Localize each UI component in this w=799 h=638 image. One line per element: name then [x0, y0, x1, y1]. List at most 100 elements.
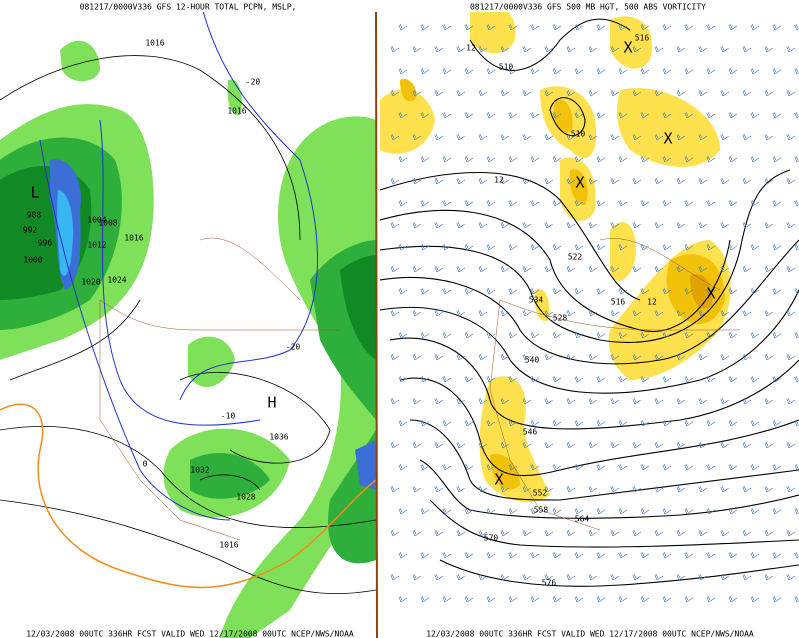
wind-barb — [574, 111, 584, 119]
wind-barb — [654, 89, 664, 97]
wind-barb — [566, 177, 576, 185]
wind-barb — [442, 287, 452, 295]
wind-barb — [786, 133, 796, 141]
contour-label: 1016 — [124, 234, 143, 243]
wind-barb — [764, 353, 774, 361]
wind-barb — [750, 67, 760, 75]
wind-barb — [522, 485, 532, 493]
wind-barb — [706, 595, 716, 603]
wind-barb — [398, 67, 408, 75]
wind-barb — [456, 177, 466, 185]
center-marker: X — [623, 39, 632, 57]
wind-barb — [728, 331, 738, 339]
wind-barb — [728, 243, 738, 251]
wind-barb — [750, 199, 760, 207]
wind-barb — [698, 441, 708, 449]
wind-barb — [442, 111, 452, 119]
wind-barb — [464, 199, 474, 207]
wind-barb — [728, 67, 738, 75]
wind-barb — [794, 463, 799, 471]
wind-barb — [596, 551, 606, 559]
wind-barb — [566, 441, 576, 449]
wind-barb — [530, 67, 540, 75]
wind-barbs — [390, 23, 799, 603]
wind-barb — [662, 595, 672, 603]
wind-barb — [434, 309, 444, 317]
wind-barb — [486, 551, 496, 559]
contour-label: 12 — [466, 44, 476, 53]
contour-label: 576 — [542, 579, 557, 588]
wind-barb — [390, 89, 400, 97]
wind-barb — [390, 309, 400, 317]
wind-barb — [720, 89, 730, 97]
wind-barb — [772, 551, 782, 559]
wind-barb — [640, 595, 650, 603]
wind-barb — [676, 353, 686, 361]
wind-barb — [442, 463, 452, 471]
contour-label: 1004 — [87, 216, 106, 225]
wind-barb — [390, 221, 400, 229]
wind-barb — [632, 397, 642, 405]
wind-barb — [596, 375, 606, 383]
wind-barb — [390, 265, 400, 273]
wind-barb — [720, 485, 730, 493]
wind-barb — [764, 309, 774, 317]
wind-barb — [662, 111, 672, 119]
wind-barb — [632, 133, 642, 141]
panel-divider — [375, 0, 378, 638]
wind-barb — [640, 463, 650, 471]
wind-barb — [552, 199, 562, 207]
wind-barb — [390, 397, 400, 405]
wind-barb — [676, 441, 686, 449]
wind-barb — [522, 573, 532, 581]
wind-barb — [574, 287, 584, 295]
wind-barb — [574, 375, 584, 383]
wind-barb — [530, 111, 540, 119]
wind-barb — [456, 441, 466, 449]
wind-barb — [676, 177, 686, 185]
wind-barb — [794, 287, 799, 295]
wind-barb — [684, 243, 694, 251]
wind-barb — [698, 309, 708, 317]
wind-barb — [720, 177, 730, 185]
wind-barb — [618, 595, 628, 603]
wind-barb — [574, 155, 584, 163]
title-bar — [0, 0, 799, 12]
wind-barb — [742, 89, 752, 97]
contour-label: 516 — [611, 298, 626, 307]
wind-barb — [434, 485, 444, 493]
wind-barb — [574, 551, 584, 559]
wind-barb — [442, 23, 452, 31]
wind-barb — [420, 23, 430, 31]
wind-barb — [742, 177, 752, 185]
wind-barb — [464, 507, 474, 515]
wind-barb — [412, 309, 422, 317]
wind-barb — [794, 67, 799, 75]
wind-barb — [442, 67, 452, 75]
wind-barb — [750, 23, 760, 31]
wind-barb — [398, 287, 408, 295]
wind-barb — [574, 331, 584, 339]
wind-barb — [772, 111, 782, 119]
wind-barb — [500, 573, 510, 581]
wind-barb — [610, 397, 620, 405]
wind-barb — [698, 397, 708, 405]
wind-barb — [486, 23, 496, 31]
wind-barb — [588, 441, 598, 449]
wind-barb — [398, 375, 408, 383]
wind-barb — [676, 529, 686, 537]
wind-barb — [552, 155, 562, 163]
wind-barb — [610, 177, 620, 185]
wind-barb — [772, 155, 782, 163]
contour-label: 522 — [568, 253, 583, 262]
wind-barb — [618, 331, 628, 339]
wind-barb — [676, 221, 686, 229]
wind-barb — [412, 353, 422, 361]
wind-barb — [786, 265, 796, 273]
wind-barb — [530, 419, 540, 427]
wind-barb — [412, 45, 422, 53]
contour-label: 1032 — [190, 466, 209, 475]
wind-barb — [662, 551, 672, 559]
wind-barb — [654, 353, 664, 361]
